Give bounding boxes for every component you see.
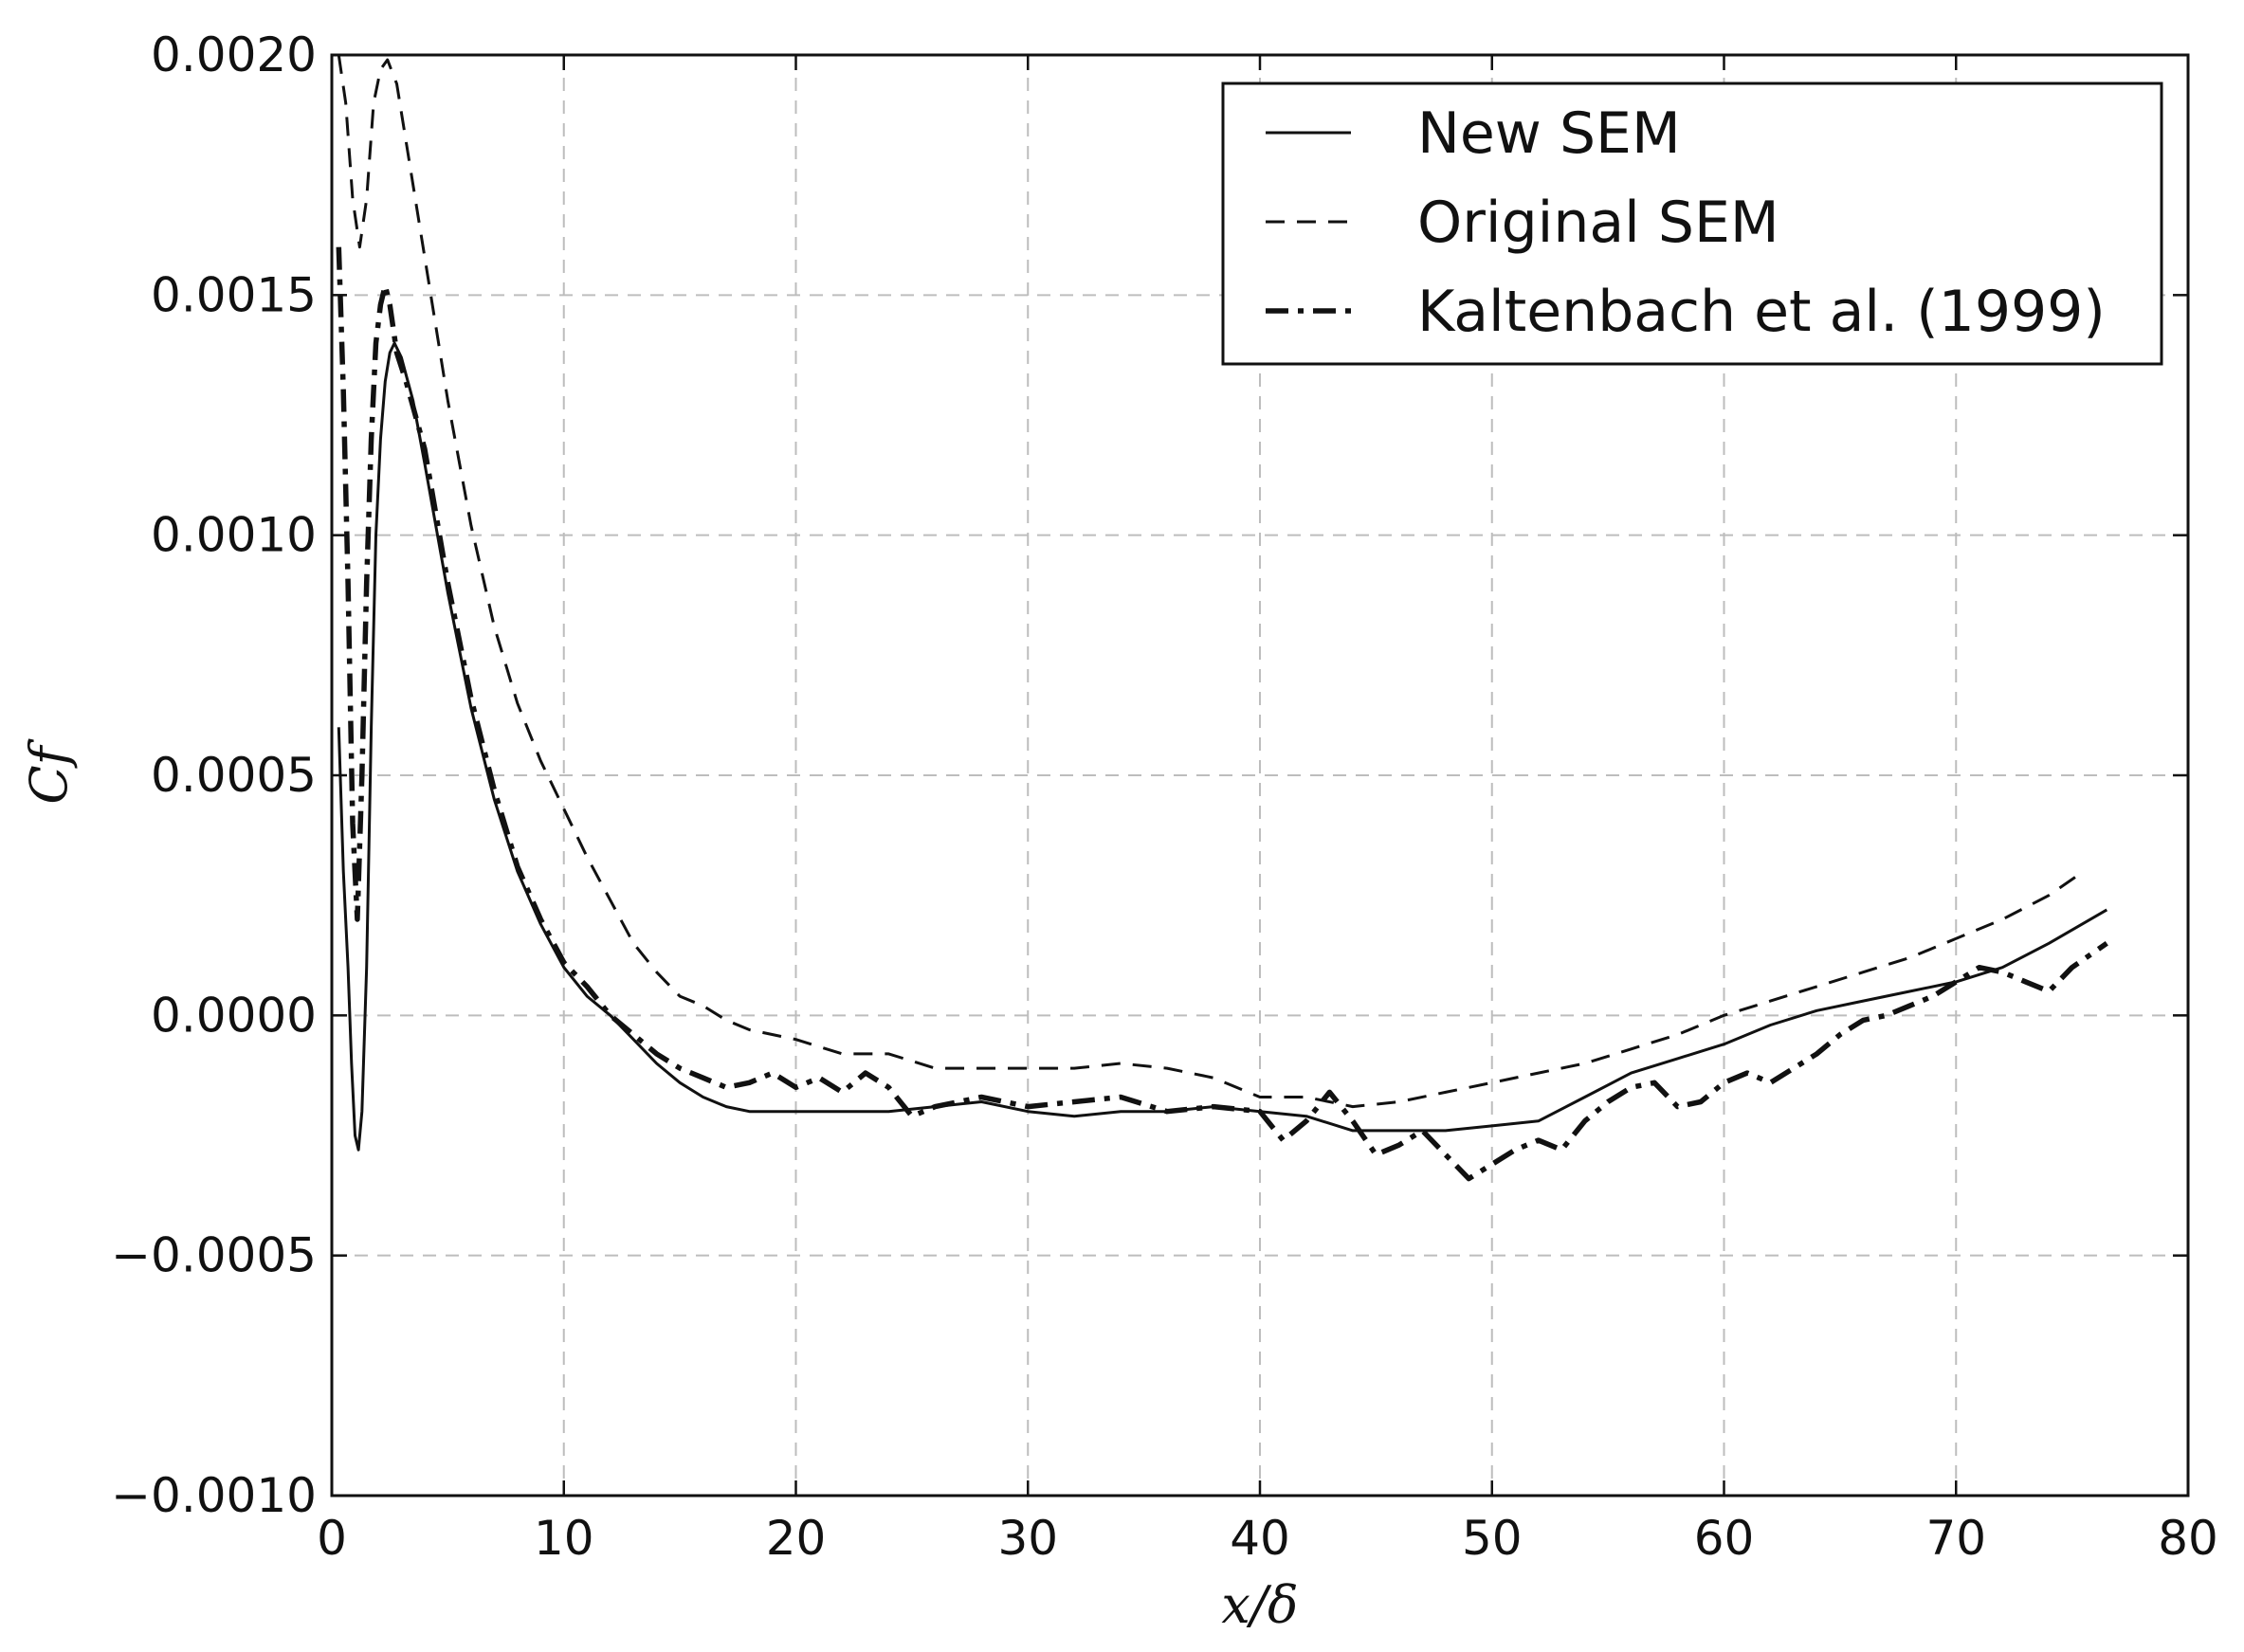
x-tick-label: 10 — [534, 1511, 594, 1566]
x-tick-label: 50 — [1462, 1511, 1523, 1566]
x-tick-label: 0 — [317, 1511, 347, 1566]
y-tick-label: −0.0005 — [111, 1228, 317, 1283]
series-line-3 — [336, 246, 2108, 1182]
series-layer — [336, 55, 2108, 1182]
y-tick-label: 0.0015 — [151, 267, 317, 322]
y-tick-label: −0.0010 — [111, 1468, 317, 1523]
legend-label-1: New SEM — [1417, 100, 1681, 167]
legend-label-2: Original SEM — [1417, 190, 1779, 256]
y-axis-label: Cf — [19, 738, 79, 804]
x-tick-label: 40 — [1230, 1511, 1290, 1566]
x-tick-label: 30 — [997, 1511, 1058, 1566]
x-tick-label: 70 — [1925, 1511, 1986, 1566]
y-tick-label: 0.0020 — [151, 27, 317, 82]
x-tick-label: 80 — [2158, 1511, 2218, 1566]
x-tick-label: 20 — [766, 1511, 827, 1566]
legend-label-3: Kaltenbach et al. (1999) — [1417, 279, 2106, 345]
y-tick-label: 0.0005 — [151, 748, 317, 803]
x-axis-label: x/δ — [1221, 1575, 1298, 1635]
x-tick-label: 60 — [1694, 1511, 1755, 1566]
y-tick-label: 0.0010 — [151, 508, 317, 563]
tick-layer: 0 10 20 30 40 50 60 70 80 −0.0010 −0.0005 0.0000 0.0… — [111, 27, 2218, 1566]
y-tick-label: 0.0000 — [151, 988, 317, 1043]
legend-box — [1221, 82, 2163, 366]
series-line-1 — [337, 341, 2108, 1152]
legend: New SEM Original SEM Kaltenbach et al. (19… — [1221, 82, 2163, 366]
